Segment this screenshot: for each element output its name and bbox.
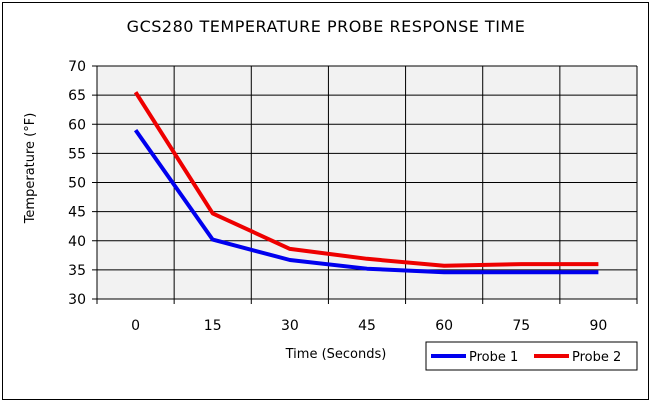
y-tick-label: 70: [68, 59, 86, 75]
x-tick-label: 45: [358, 318, 376, 334]
y-tick-label: 65: [68, 88, 86, 104]
y-tick-label: 35: [68, 263, 86, 279]
x-tick-label: 75: [512, 318, 530, 334]
legend-label-probe-2: Probe 2: [572, 350, 621, 365]
x-axis-label: Time (Seconds): [285, 347, 387, 362]
y-tick-label: 50: [68, 176, 86, 192]
x-tick-label: 90: [590, 318, 608, 334]
y-tick-labels: 30 35 40 45 50 55 60 65 70: [68, 59, 86, 308]
y-tick-label: 45: [68, 205, 86, 221]
grid: [92, 65, 638, 304]
x-tick-label: 0: [131, 318, 140, 334]
y-tick-label: 55: [68, 146, 86, 162]
y-tick-label: 40: [68, 234, 86, 250]
legend-label-probe-1: Probe 1: [469, 350, 518, 365]
y-tick-label: 30: [68, 292, 86, 308]
x-tick-labels: 0 15 30 45 60 75 90: [131, 318, 607, 334]
series-lines: [133, 91, 599, 275]
chart-title: GCS280 TEMPERATURE PROBE RESPONSE TIME: [127, 17, 526, 36]
legend: Probe 1 Probe 2: [425, 341, 638, 371]
x-tick-label: 30: [281, 318, 299, 334]
x-tick-label: 60: [435, 318, 453, 334]
y-axis-label: Temperature (°F): [23, 113, 38, 225]
x-tick-label: 15: [204, 318, 222, 334]
y-tick-label: 60: [68, 117, 86, 133]
